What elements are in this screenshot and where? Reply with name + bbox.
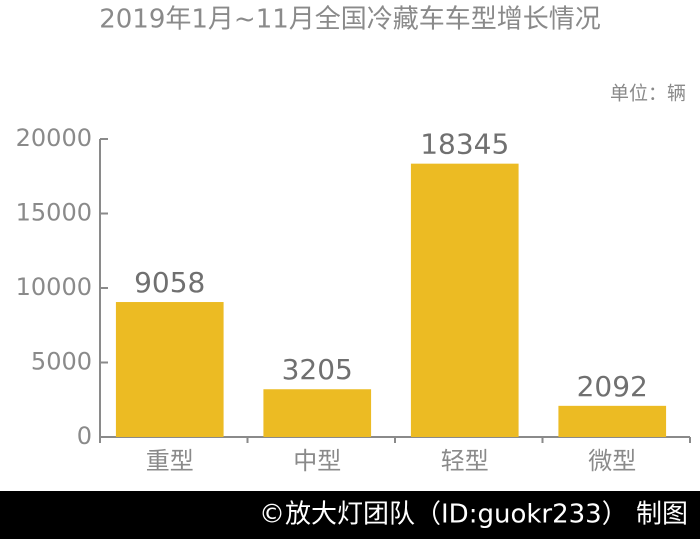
credit: ©放大灯团队（ID:guokr233） 制图 xyxy=(259,500,688,530)
x-tick-label: 中型 xyxy=(293,447,341,475)
y-tick-label: 10000 xyxy=(16,273,92,301)
y-tick-label: 20000 xyxy=(16,124,92,152)
bar xyxy=(410,163,519,438)
x-tick-label: 微型 xyxy=(588,447,636,475)
chart-title: 2019年1月~11月全国冷藏车车型增长情况 xyxy=(99,5,601,35)
y-tick-label: 0 xyxy=(77,422,92,450)
bar xyxy=(115,302,224,437)
value-label: 2092 xyxy=(577,370,648,403)
footer-band xyxy=(0,491,700,539)
bar xyxy=(558,405,667,437)
y-tick-label: 15000 xyxy=(16,199,92,227)
y-tick-label: 5000 xyxy=(31,348,92,376)
value-label: 9058 xyxy=(134,266,205,299)
bar xyxy=(263,389,372,437)
value-label: 3205 xyxy=(282,353,353,386)
unit-label: 单位：辆 xyxy=(610,83,686,105)
x-tick-label: 重型 xyxy=(146,447,194,475)
x-tick-label: 轻型 xyxy=(441,447,489,475)
value-label: 18345 xyxy=(420,128,509,161)
